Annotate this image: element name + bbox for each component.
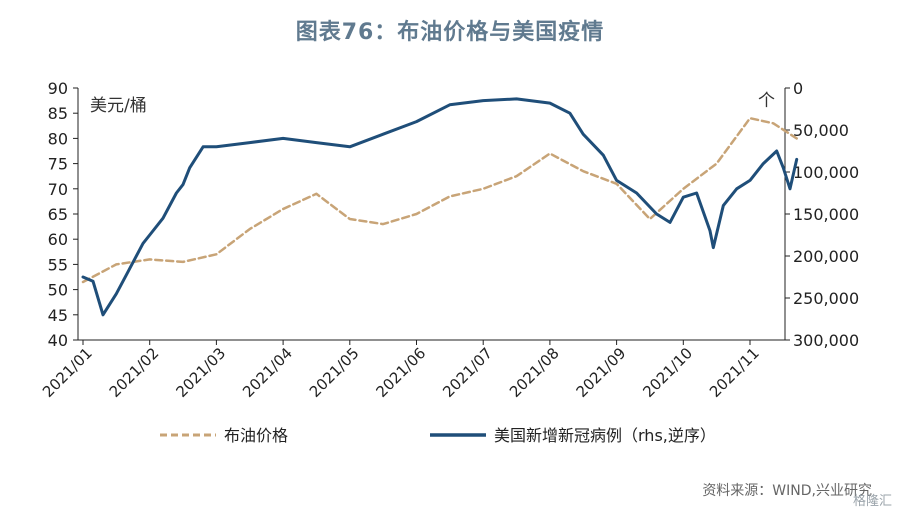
- left-tick-label: 45: [48, 306, 68, 325]
- left-tick-label: 60: [48, 230, 68, 249]
- x-tick-label: 2021/07: [439, 344, 496, 401]
- left-unit-label: 美元/桶: [90, 96, 147, 116]
- right-tick-label: 200,000: [793, 247, 859, 266]
- watermark: 格隆汇: [852, 494, 892, 509]
- x-tick-label: 2021/05: [306, 344, 363, 401]
- right-tick-label: 0: [793, 79, 803, 98]
- legend-label-brent: 布油价格: [224, 426, 288, 445]
- left-tick-label: 75: [48, 155, 68, 174]
- left-tick-label: 70: [48, 180, 68, 199]
- right-tick-label: 50,000: [793, 121, 849, 140]
- x-tick-label: 2021/02: [106, 344, 163, 401]
- right-tick-label: 100,000: [793, 163, 859, 182]
- x-tick-label: 2021/10: [639, 344, 696, 401]
- left-tick-label: 90: [48, 79, 68, 98]
- left-tick-label: 40: [48, 331, 68, 350]
- left-tick-label: 50: [48, 281, 68, 300]
- left-tick-label: 80: [48, 129, 68, 148]
- x-tick-label: 2021/04: [239, 344, 296, 401]
- right-unit-label: 个: [758, 91, 775, 111]
- x-tick-label: 2021/06: [373, 344, 430, 401]
- right-tick-label: 250,000: [793, 289, 859, 308]
- x-tick-label: 2021/11: [706, 344, 763, 401]
- right-tick-label: 300,000: [793, 331, 859, 350]
- x-tick-label: 2021/01: [39, 344, 96, 401]
- x-tick-label: 2021/09: [573, 344, 630, 401]
- left-tick-label: 85: [48, 104, 68, 123]
- left-tick-label: 55: [48, 255, 68, 274]
- chart-title: 图表76：布油价格与美国疫情: [295, 20, 605, 45]
- right-tick-label: 150,000: [793, 205, 859, 224]
- brent-price-line: [81, 116, 798, 284]
- legend-label-cases: 美国新增新冠病例（rhs,逆序）: [494, 426, 716, 445]
- left-tick-label: 65: [48, 205, 68, 224]
- x-tick-label: 2021/08: [506, 344, 563, 401]
- x-tick-label: 2021/03: [172, 344, 229, 401]
- source-note: 资料来源：WIND,兴业研究: [702, 483, 872, 499]
- us-cases-line: [81, 97, 799, 317]
